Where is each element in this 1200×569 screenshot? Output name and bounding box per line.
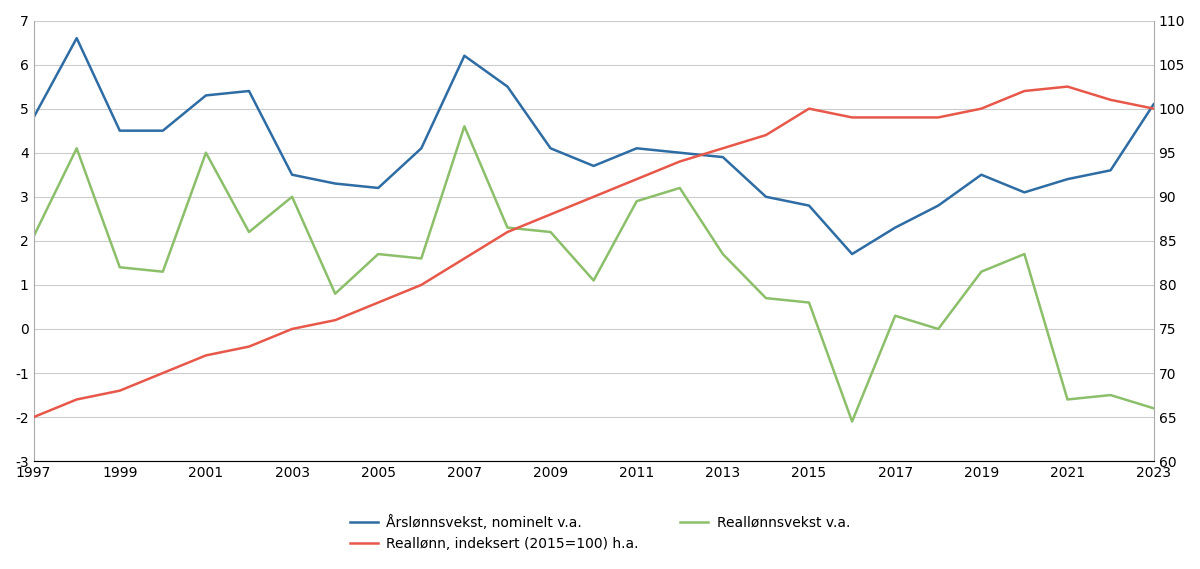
Reallønn, indeksert (2015=100) h.a. <box>328 317 342 324</box>
Reallønnsvekst v.a. <box>845 418 859 425</box>
Årslønnsvekst, nominelt v.a. <box>156 127 170 134</box>
Årslønnsvekst, nominelt v.a. <box>26 114 41 121</box>
Reallønn, indeksert (2015=100) h.a. <box>1103 96 1117 103</box>
Reallønn, indeksert (2015=100) h.a. <box>974 105 989 112</box>
Reallønn, indeksert (2015=100) h.a. <box>672 158 686 165</box>
Reallønnsvekst v.a. <box>26 233 41 240</box>
Reallønn, indeksert (2015=100) h.a. <box>26 414 41 420</box>
Årslønnsvekst, nominelt v.a. <box>284 171 299 178</box>
Reallønnsvekst v.a. <box>974 268 989 275</box>
Årslønnsvekst, nominelt v.a. <box>113 127 127 134</box>
Årslønnsvekst, nominelt v.a. <box>1018 189 1032 196</box>
Reallønn, indeksert (2015=100) h.a. <box>888 114 902 121</box>
Reallønn, indeksert (2015=100) h.a. <box>414 282 428 288</box>
Årslønnsvekst, nominelt v.a. <box>414 145 428 152</box>
Årslønnsvekst, nominelt v.a. <box>715 154 730 160</box>
Reallønnsvekst v.a. <box>1146 405 1160 412</box>
Årslønnsvekst, nominelt v.a. <box>802 202 816 209</box>
Reallønn, indeksert (2015=100) h.a. <box>70 396 84 403</box>
Line: Reallønnsvekst v.a.: Reallønnsvekst v.a. <box>34 126 1153 422</box>
Reallønnsvekst v.a. <box>242 229 257 236</box>
Line: Årslønnsvekst, nominelt v.a.: Årslønnsvekst, nominelt v.a. <box>34 38 1153 254</box>
Reallønnsvekst v.a. <box>457 123 472 130</box>
Reallønnsvekst v.a. <box>544 229 558 236</box>
Reallønnsvekst v.a. <box>587 277 601 284</box>
Årslønnsvekst, nominelt v.a. <box>845 250 859 257</box>
Årslønnsvekst, nominelt v.a. <box>500 83 515 90</box>
Reallønnsvekst v.a. <box>199 149 214 156</box>
Årslønnsvekst, nominelt v.a. <box>587 163 601 170</box>
Reallønn, indeksert (2015=100) h.a. <box>500 229 515 236</box>
Årslønnsvekst, nominelt v.a. <box>371 184 385 191</box>
Reallønn, indeksert (2015=100) h.a. <box>587 193 601 200</box>
Årslønnsvekst, nominelt v.a. <box>1061 176 1075 183</box>
Årslønnsvekst, nominelt v.a. <box>1103 167 1117 174</box>
Reallønn, indeksert (2015=100) h.a. <box>1018 88 1032 94</box>
Reallønnsvekst v.a. <box>328 290 342 297</box>
Reallønnsvekst v.a. <box>70 145 84 152</box>
Årslønnsvekst, nominelt v.a. <box>672 149 686 156</box>
Årslønnsvekst, nominelt v.a. <box>1146 101 1160 108</box>
Årslønnsvekst, nominelt v.a. <box>544 145 558 152</box>
Reallønn, indeksert (2015=100) h.a. <box>242 343 257 350</box>
Reallønnsvekst v.a. <box>630 198 644 205</box>
Reallønnsvekst v.a. <box>715 250 730 257</box>
Reallønn, indeksert (2015=100) h.a. <box>156 370 170 377</box>
Reallønnsvekst v.a. <box>500 224 515 231</box>
Årslønnsvekst, nominelt v.a. <box>630 145 644 152</box>
Reallønnsvekst v.a. <box>888 312 902 319</box>
Reallønn, indeksert (2015=100) h.a. <box>371 299 385 306</box>
Reallønn, indeksert (2015=100) h.a. <box>284 325 299 332</box>
Reallønnsvekst v.a. <box>1103 391 1117 398</box>
Årslønnsvekst, nominelt v.a. <box>242 88 257 94</box>
Reallønnsvekst v.a. <box>931 325 946 332</box>
Årslønnsvekst, nominelt v.a. <box>888 224 902 231</box>
Reallønn, indeksert (2015=100) h.a. <box>802 105 816 112</box>
Reallønnsvekst v.a. <box>156 268 170 275</box>
Line: Reallønn, indeksert (2015=100) h.a.: Reallønn, indeksert (2015=100) h.a. <box>34 86 1153 417</box>
Årslønnsvekst, nominelt v.a. <box>70 35 84 42</box>
Reallønnsvekst v.a. <box>802 299 816 306</box>
Reallønnsvekst v.a. <box>284 193 299 200</box>
Reallønn, indeksert (2015=100) h.a. <box>457 255 472 262</box>
Legend: Årslønnsvekst, nominelt v.a., Reallønn, indeksert (2015=100) h.a., Reallønnsveks: Årslønnsvekst, nominelt v.a., Reallønn, … <box>344 509 856 556</box>
Reallønnsvekst v.a. <box>1018 250 1032 257</box>
Årslønnsvekst, nominelt v.a. <box>199 92 214 99</box>
Reallønn, indeksert (2015=100) h.a. <box>715 145 730 152</box>
Årslønnsvekst, nominelt v.a. <box>931 202 946 209</box>
Reallønn, indeksert (2015=100) h.a. <box>845 114 859 121</box>
Reallønn, indeksert (2015=100) h.a. <box>1146 105 1160 112</box>
Reallønn, indeksert (2015=100) h.a. <box>630 176 644 183</box>
Reallønn, indeksert (2015=100) h.a. <box>544 211 558 218</box>
Reallønnsvekst v.a. <box>371 250 385 257</box>
Reallønn, indeksert (2015=100) h.a. <box>758 131 773 138</box>
Reallønn, indeksert (2015=100) h.a. <box>1061 83 1075 90</box>
Reallønn, indeksert (2015=100) h.a. <box>113 387 127 394</box>
Årslønnsvekst, nominelt v.a. <box>328 180 342 187</box>
Årslønnsvekst, nominelt v.a. <box>974 171 989 178</box>
Reallønn, indeksert (2015=100) h.a. <box>931 114 946 121</box>
Årslønnsvekst, nominelt v.a. <box>758 193 773 200</box>
Reallønnsvekst v.a. <box>414 255 428 262</box>
Reallønnsvekst v.a. <box>1061 396 1075 403</box>
Årslønnsvekst, nominelt v.a. <box>457 52 472 59</box>
Reallønn, indeksert (2015=100) h.a. <box>199 352 214 359</box>
Reallønnsvekst v.a. <box>113 264 127 271</box>
Reallønnsvekst v.a. <box>758 295 773 302</box>
Reallønnsvekst v.a. <box>672 184 686 191</box>
